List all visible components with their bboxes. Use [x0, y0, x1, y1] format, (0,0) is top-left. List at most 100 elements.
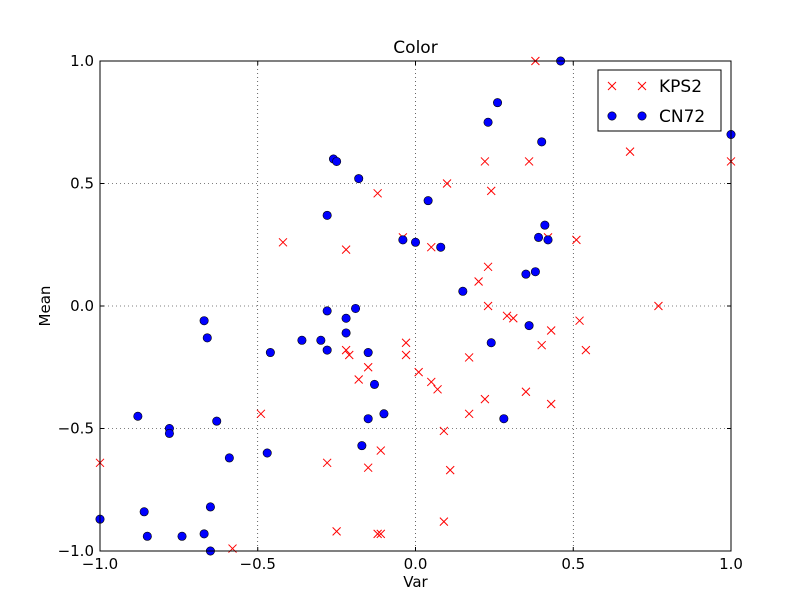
- cn72-point: [202, 333, 212, 343]
- kps2-point: [581, 345, 591, 355]
- kps2-point: [354, 375, 364, 384]
- y-tick-label: 1.0: [70, 52, 94, 70]
- kps2-point: [426, 377, 436, 387]
- y-axis-label: Mean: [36, 286, 54, 327]
- cn72-point: [224, 453, 234, 463]
- kps2-point: [344, 350, 354, 360]
- cn72-point: [493, 98, 503, 108]
- cn72-point: [354, 174, 364, 184]
- kps2-point: [480, 394, 490, 404]
- legend-marker-cn72: [607, 111, 617, 121]
- cn72-point: [410, 237, 420, 247]
- cn72-point: [212, 416, 222, 426]
- legend-marker-kps2: [637, 81, 647, 91]
- cn72-point: [351, 303, 361, 313]
- cn72-point: [524, 321, 534, 331]
- kps2-point: [373, 529, 382, 539]
- kps2-point: [625, 147, 635, 157]
- cn72-point: [436, 242, 446, 252]
- x-tick-label: −1.0: [82, 555, 118, 573]
- cn72-point: [205, 502, 215, 512]
- cn72-point: [379, 409, 389, 419]
- cn72-point: [177, 531, 187, 541]
- cn72-point: [199, 316, 209, 326]
- x-tick-label: 1.0: [719, 555, 743, 573]
- y-tick-label: 0.0: [70, 297, 94, 315]
- legend-label-kps2: KPS2: [659, 77, 702, 97]
- kps2-point: [572, 235, 581, 245]
- kps2-point: [575, 316, 584, 326]
- cn72-point: [537, 137, 547, 147]
- cn72-point: [297, 335, 307, 345]
- kps2-point: [322, 458, 332, 468]
- kps2-point: [537, 340, 547, 350]
- kps2-point: [341, 345, 351, 355]
- x-tick-label: 0.5: [561, 555, 585, 573]
- cn72-point: [341, 313, 351, 323]
- cn72-point: [142, 531, 152, 541]
- kps2-point: [486, 186, 496, 196]
- kps2-point: [401, 338, 411, 348]
- cn72-point: [530, 267, 540, 277]
- cn72-point: [133, 411, 143, 421]
- cn72-point: [341, 328, 351, 338]
- kps2-point: [278, 237, 288, 247]
- cn72-point: [486, 338, 496, 348]
- legend-marker-cn72: [637, 111, 647, 121]
- cn72-point: [458, 286, 468, 296]
- kps2-point: [464, 409, 474, 419]
- chart-title: Color: [393, 38, 437, 58]
- cn72-point: [534, 232, 544, 242]
- kps2-point: [439, 517, 449, 526]
- kps2-point: [474, 277, 483, 286]
- cn72-point: [543, 235, 553, 245]
- kps2-point: [363, 463, 373, 473]
- legend: KPS2 CN72: [597, 69, 722, 132]
- kps2-point: [363, 362, 373, 372]
- kps2-point: [439, 426, 449, 436]
- cn72-point: [423, 196, 433, 206]
- x-axis-label: Var: [403, 573, 428, 591]
- cn72-point: [363, 414, 373, 424]
- kps2-point: [480, 157, 490, 166]
- kps2-point: [433, 384, 442, 394]
- grid: [100, 61, 731, 551]
- kps2-point: [524, 157, 534, 166]
- cn72-point: [499, 414, 509, 424]
- cn72-point: [199, 529, 209, 539]
- kps2-point: [508, 313, 518, 323]
- cn72-point: [262, 448, 272, 458]
- cn72-point: [369, 379, 379, 389]
- kps2-point: [442, 179, 452, 188]
- kps2-point: [445, 465, 455, 475]
- cn72-point: [332, 156, 342, 166]
- kps2-point: [546, 326, 556, 335]
- x-tick-label: 0.0: [404, 555, 428, 573]
- y-tick-label: 0.5: [70, 175, 94, 193]
- cn72-point: [322, 306, 332, 316]
- kps2-point: [401, 350, 411, 360]
- cn72-point: [483, 117, 493, 127]
- kps2-point: [483, 262, 493, 272]
- kps2-point: [464, 353, 474, 362]
- cn72-point: [540, 220, 550, 230]
- legend-box: [597, 69, 722, 132]
- cn72-point: [322, 345, 332, 355]
- cn72-point: [316, 335, 326, 345]
- kps2-point: [521, 387, 531, 397]
- legend-marker-kps2: [607, 81, 617, 91]
- cn72-point: [398, 235, 408, 245]
- cn72-point: [322, 210, 332, 220]
- cn72-point: [139, 507, 149, 517]
- axis-ticks: −1.0 −0.5 0.0 0.5 1.0 −1.0 −0.5 0.0 0.5 1.0: [58, 52, 743, 573]
- kps2-point: [654, 301, 663, 311]
- kps2-point: [502, 311, 512, 321]
- kps2-point: [376, 529, 386, 539]
- kps2-point: [332, 527, 341, 536]
- legend-label-cn72: CN72: [659, 107, 705, 127]
- kps2-point: [414, 367, 424, 377]
- cn72-point: [164, 428, 174, 438]
- cn72-point: [363, 348, 373, 358]
- kps2-point: [341, 245, 351, 255]
